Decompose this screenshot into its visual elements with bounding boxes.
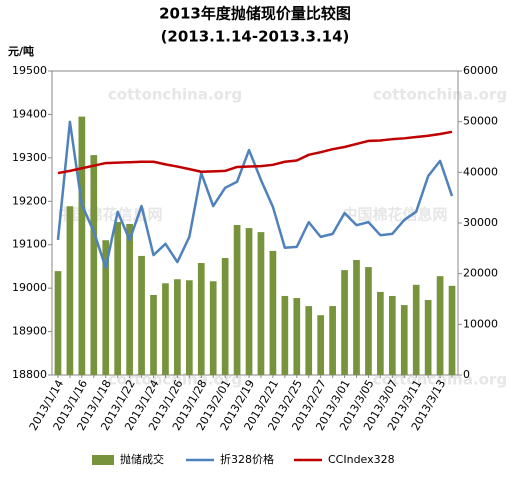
bar <box>221 257 229 375</box>
bar <box>305 306 313 375</box>
bar <box>138 255 145 375</box>
bar <box>269 250 277 375</box>
chart-title: 2013年度抛储现价量比较图 <box>159 5 351 23</box>
watermark: cottonchina.org <box>108 86 242 104</box>
bar <box>412 284 420 375</box>
bar <box>400 305 408 375</box>
bar <box>233 225 241 375</box>
legend-label: CCIndex328 <box>328 453 395 466</box>
bar <box>341 270 348 375</box>
bar <box>150 294 157 375</box>
bar <box>185 280 193 375</box>
watermark: 中国棉花信息网 <box>342 206 447 224</box>
y-tick-label: 18800 <box>12 368 47 381</box>
bar <box>365 267 372 375</box>
bar <box>424 300 432 375</box>
line <box>56 120 454 269</box>
bar <box>209 281 217 375</box>
bar <box>281 295 289 375</box>
bar <box>293 297 301 375</box>
y-tick-label: 19200 <box>12 194 47 207</box>
y-axis-label: 元/吨 <box>8 44 34 58</box>
y-tick-label: 19500 <box>12 64 47 77</box>
y2-tick-label: 20000 <box>463 267 498 280</box>
chart-subtitle: (2013.1.14-2013.3.14) <box>161 28 350 46</box>
bar <box>66 206 74 375</box>
bar <box>78 116 86 375</box>
bar <box>162 283 169 375</box>
y-tick-label: 19400 <box>12 107 47 120</box>
bar <box>377 291 384 375</box>
bar <box>54 271 62 375</box>
y-tick-label: 19300 <box>12 151 47 164</box>
y2-tick-label: 50000 <box>463 115 498 128</box>
y2-tick-label: 10000 <box>463 317 498 330</box>
bar <box>102 240 110 375</box>
legend-label: 折328价格 <box>220 452 274 466</box>
y-tick-label: 18900 <box>12 325 47 338</box>
bar <box>436 276 444 375</box>
y2-tick-label: 40000 <box>463 165 498 178</box>
bar <box>257 232 265 375</box>
y2-tick-label: 0 <box>463 368 470 381</box>
bar <box>197 263 205 375</box>
bar <box>114 221 122 375</box>
bar <box>174 279 181 375</box>
y2-tick-label: 30000 <box>463 216 498 229</box>
bar <box>329 306 336 375</box>
y2-tick-label: 60000 <box>463 64 498 77</box>
bar <box>245 228 253 375</box>
bar <box>90 155 98 375</box>
bar <box>126 224 133 375</box>
bar <box>388 295 396 375</box>
bar <box>448 285 456 375</box>
legend-label: 抛储成交 <box>120 452 164 466</box>
y-tick-label: 19100 <box>12 238 47 251</box>
bar <box>317 315 325 375</box>
y-tick-label: 19000 <box>12 281 47 294</box>
bar <box>353 259 360 375</box>
line <box>57 130 453 175</box>
legend-swatch <box>92 455 114 465</box>
watermark: cottonchina.org <box>373 86 507 104</box>
